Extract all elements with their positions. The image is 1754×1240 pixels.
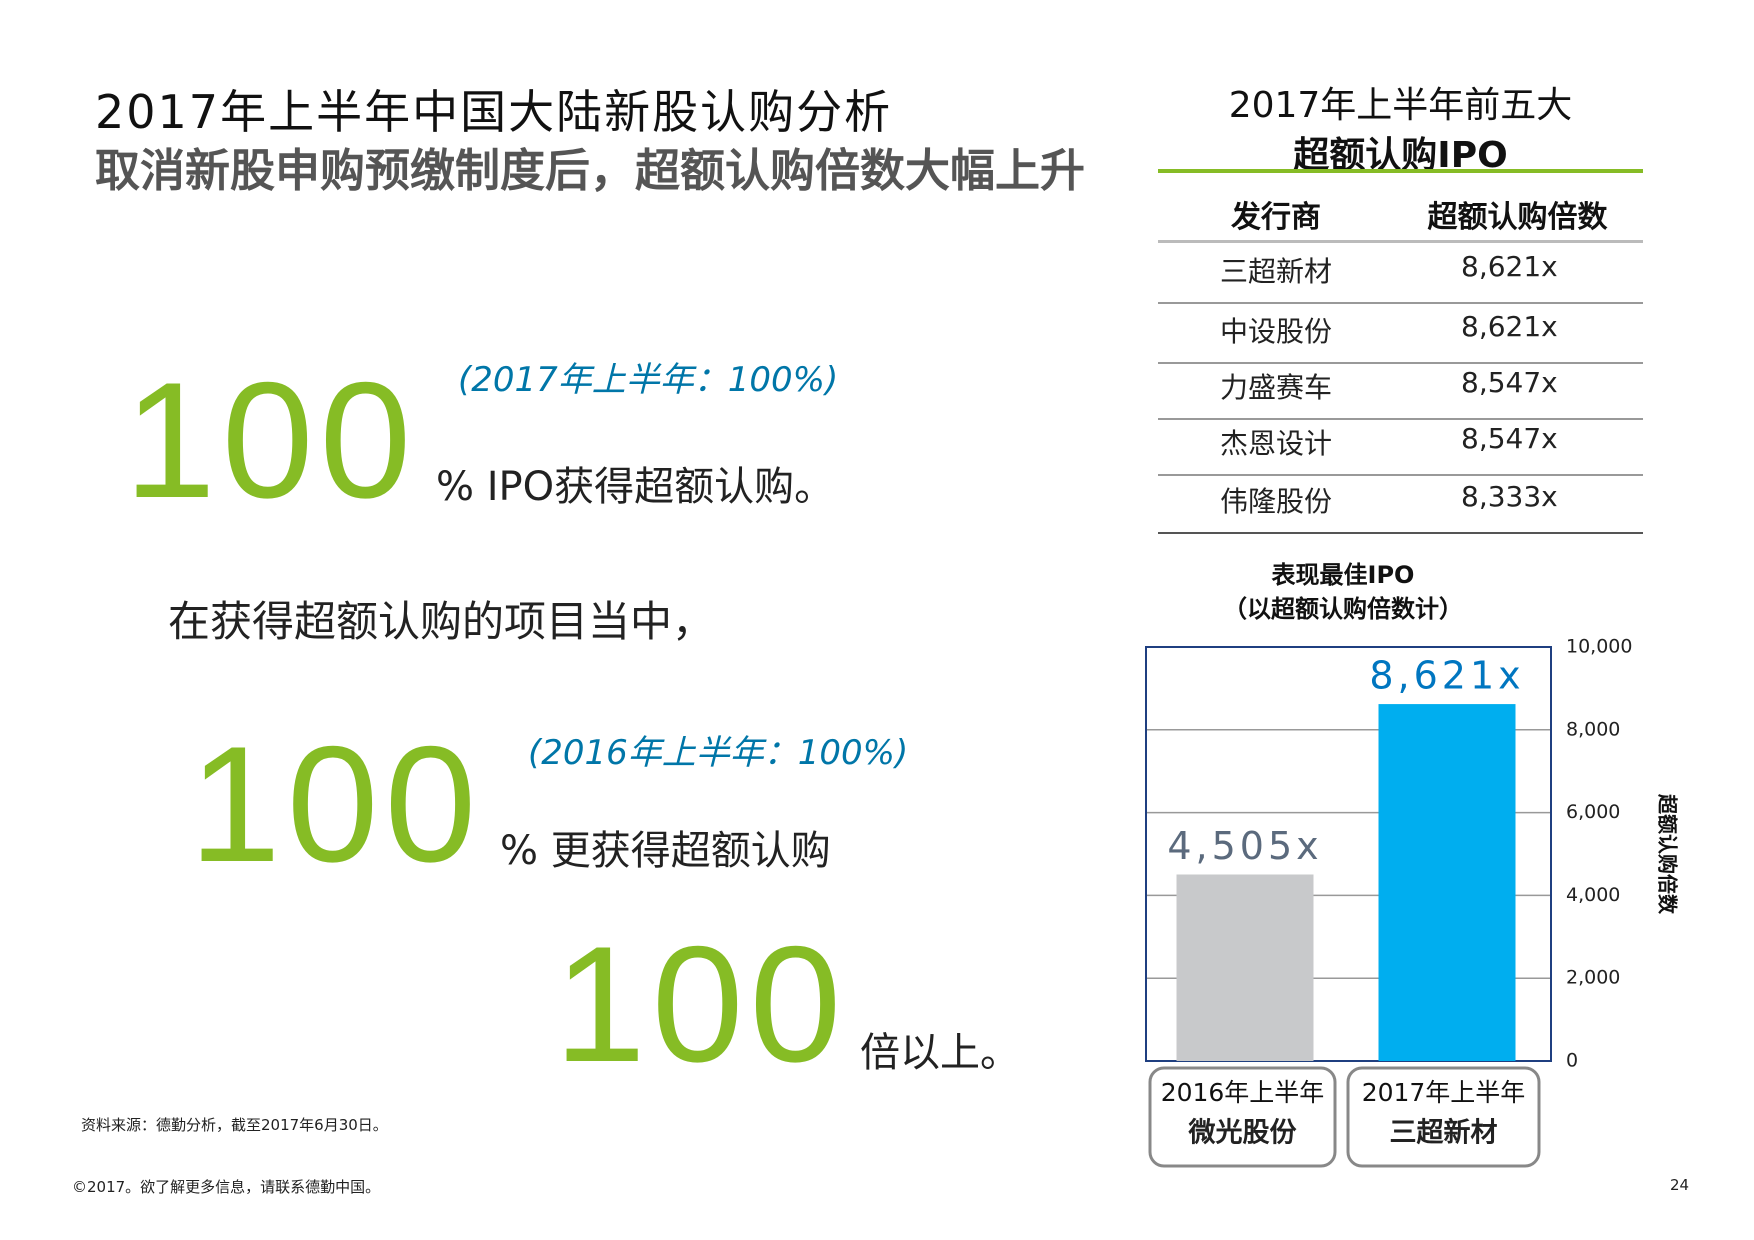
category-box (1346, 1066, 1541, 1168)
y-axis-label: 超额认购倍数 (1656, 793, 1680, 915)
table-cell: 8,621x (1461, 310, 1558, 343)
chart-subtitle: （以超额认购倍数计） (1223, 595, 1463, 623)
table-cell: 8,333x (1461, 480, 1558, 513)
column-header: 超额认购倍数 (1427, 200, 1608, 235)
y-tick-label: 10,000 (1566, 636, 1632, 658)
y-tick-label: 0 (1566, 1050, 1578, 1072)
rule (1158, 169, 1643, 173)
table-cell: 中设股份 (1220, 315, 1333, 348)
table-cell: 8,547x (1461, 422, 1558, 455)
footer: ©2017。欲了解更多信息，请联系德勤中国。 (72, 1178, 381, 1196)
x-tick-label: 2016年上半年 (1161, 1078, 1325, 1107)
text: 在获得超额认购的项目当中， (168, 597, 715, 646)
y-tick-label: 4,000 (1566, 884, 1620, 906)
table-cell: 三超新材 (1220, 255, 1333, 288)
stat-text: % IPO获得超额认购。 (436, 464, 835, 510)
column-header: 发行商 (1231, 200, 1321, 235)
table-cell: 力盛赛车 (1220, 371, 1333, 404)
value-label: 4,505x (1167, 824, 1322, 868)
rule (1158, 302, 1643, 304)
chart-title: 表现最佳IPO (1272, 561, 1415, 589)
table-cell: 伟隆股份 (1220, 485, 1333, 518)
rule (1158, 240, 1643, 243)
page-number: 24 (1670, 1176, 1690, 1194)
table-title: 2017年上半年前五大 (1228, 85, 1573, 126)
stat-text: 倍以上。 (860, 1030, 1020, 1076)
rule (1158, 474, 1643, 476)
plot-frame (1145, 646, 1552, 1062)
big-number: 100 (189, 712, 483, 896)
note: (2016年上半年：100%) (528, 733, 909, 773)
bar (1378, 704, 1516, 1061)
y-tick-label: 8,000 (1566, 718, 1620, 740)
bar (1176, 874, 1314, 1061)
y-tick-label: 6,000 (1566, 801, 1620, 823)
rule (1158, 418, 1643, 420)
table-cell: 8,547x (1461, 366, 1558, 399)
rule (1158, 532, 1643, 534)
value-label: 8,621x (1369, 654, 1524, 698)
category-box (1148, 1066, 1337, 1168)
title: 2017年上半年中国大陆新股认购分析 (95, 85, 893, 139)
y-tick-label: 2,000 (1566, 967, 1620, 989)
x-tick-label: 三超新材 (1390, 1117, 1498, 1149)
source: 资料来源：德勤分析，截至2017年6月30日。 (81, 1116, 388, 1134)
big-number: 100 (124, 348, 418, 532)
note: (2017年上半年：100%) (458, 360, 839, 400)
rule (1158, 362, 1643, 364)
stat-text: % 更获得超额认购 (500, 828, 831, 874)
table-cell: 杰恩设计 (1220, 427, 1333, 460)
table-cell: 8,621x (1461, 250, 1558, 283)
x-tick-label: 2017年上半年 (1362, 1078, 1526, 1107)
subtitle: 取消新股申购预缴制度后，超额认购倍数大幅上升 (95, 144, 1086, 197)
big-number: 100 (554, 912, 848, 1096)
x-tick-label: 微光股份 (1188, 1118, 1297, 1149)
